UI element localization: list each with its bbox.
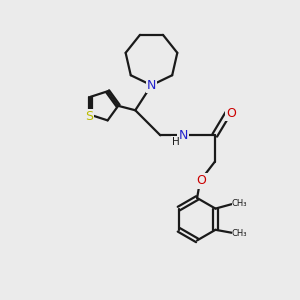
Text: O: O bbox=[196, 174, 206, 188]
Text: N: N bbox=[178, 129, 188, 142]
Text: S: S bbox=[85, 110, 93, 123]
Text: H: H bbox=[172, 137, 179, 147]
Text: CH₃: CH₃ bbox=[232, 199, 248, 208]
Text: N: N bbox=[147, 79, 156, 92]
Text: O: O bbox=[226, 107, 236, 120]
Text: CH₃: CH₃ bbox=[232, 229, 248, 238]
